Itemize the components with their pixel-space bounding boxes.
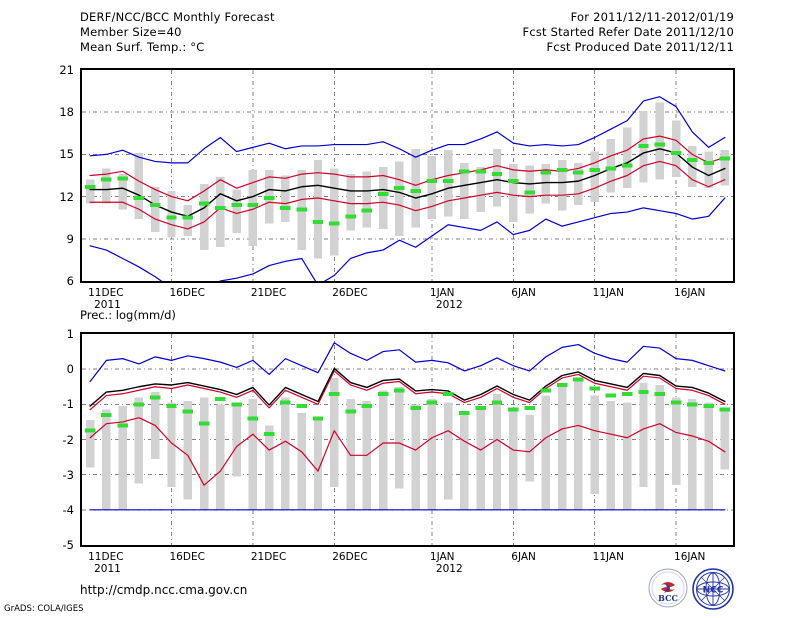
x-axis-year-label: 2012 (435, 563, 463, 575)
x-tick-label: 1JAN (429, 551, 455, 563)
x-tick-label: 6JAN (511, 287, 536, 299)
precipitation-plot-svg (82, 334, 733, 545)
x-tick-label: 6JAN (511, 551, 536, 563)
y-tick-label: 18 (59, 105, 74, 120)
precipitation-plot-area (80, 332, 735, 547)
svg-text:NCC: NCC (703, 586, 724, 596)
y-tick-label: 12 (59, 189, 74, 204)
x-tick-label: 11JAN (592, 551, 624, 563)
x-tick-label: 16JAN (674, 551, 706, 563)
header-title: DERF/NCC/BCC Monthly Forecast (80, 10, 275, 24)
precipitation-caption: Prec.: log(mm/d) (80, 308, 176, 322)
x-tick-label: 26DEC (332, 287, 368, 299)
header-forecast-range: For 2011/12/11-2012/01/19 (570, 10, 734, 24)
y-tick-label: -3 (62, 467, 74, 482)
x-tick-label: 26DEC (332, 551, 368, 563)
y-tick-label: 21 (59, 63, 74, 77)
x-tick-label: 21DEC (250, 287, 287, 299)
y-tick-label: 0 (66, 362, 74, 377)
footer-grads-credit: GrADS: COLA/IGES (4, 604, 84, 614)
x-tick-label: 21DEC (250, 551, 287, 563)
x-tick-label: 11DEC (88, 551, 124, 563)
x-tick-label: 16DEC (169, 287, 205, 299)
x-tick-label: 11DEC (88, 287, 124, 299)
bcc-logo: BCC (648, 568, 688, 612)
x-axis-year-label: 2011 (94, 299, 121, 311)
temperature-plot-area (80, 68, 735, 283)
y-tick-label: 9 (66, 231, 74, 246)
header-produced-date: Fcst Produced Date 2011/12/11 (546, 40, 734, 54)
header-member-size: Member Size=40 (80, 25, 182, 39)
header-variable: Mean Surf. Temp.: °C (80, 40, 205, 54)
x-tick-label: 16JAN (674, 287, 706, 299)
temperature-plot-svg (82, 70, 733, 281)
svg-text:BCC: BCC (658, 593, 678, 603)
x-tick-label: 16DEC (169, 551, 205, 563)
x-axis-year-label: 2012 (435, 299, 463, 311)
header-started-refer-date: Fcst Started Refer Date 2011/12/10 (522, 25, 734, 39)
y-tick-label: -1 (62, 397, 74, 412)
footer-url[interactable]: http://cmdp.ncc.cma.gov.cn (80, 583, 248, 597)
x-axis-year-label: 2011 (94, 563, 121, 575)
y-tick-label: 1 (66, 327, 74, 341)
x-tick-label: 11JAN (592, 287, 624, 299)
y-tick-label: -4 (62, 502, 74, 517)
y-tick-label: 15 (59, 147, 74, 162)
x-tick-label: 1JAN (429, 287, 455, 299)
ncc-logo: NCC (692, 568, 734, 614)
y-tick-label: 6 (66, 274, 74, 288)
y-tick-label: -5 (62, 538, 74, 552)
y-tick-label: -2 (62, 432, 74, 447)
